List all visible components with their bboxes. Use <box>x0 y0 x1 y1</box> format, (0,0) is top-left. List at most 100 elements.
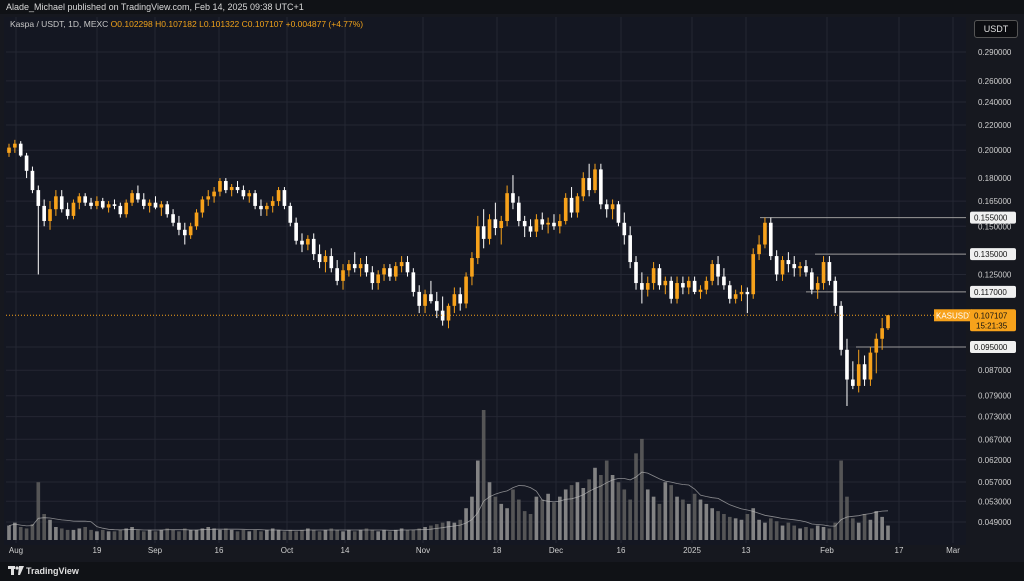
volume-bar <box>153 531 158 540</box>
candle-body <box>65 209 70 216</box>
volume-bar <box>604 460 609 540</box>
candle-body <box>704 280 709 290</box>
candle-body <box>669 280 673 299</box>
volume-bar <box>270 528 275 540</box>
volume-bar <box>862 514 867 540</box>
volume-bar <box>751 508 756 540</box>
candle-body <box>253 193 257 206</box>
x-tick-label: Aug <box>9 546 23 555</box>
candle-body <box>124 202 129 215</box>
candle-body <box>710 264 715 281</box>
candle-body <box>171 214 175 223</box>
y-tick-label: 0.067000 <box>978 435 1012 444</box>
volume-bar <box>317 531 322 540</box>
candle-body <box>399 262 404 267</box>
volume-bar <box>423 527 427 540</box>
candle-body <box>681 283 685 288</box>
candle-body <box>599 169 603 205</box>
volume-bar <box>640 438 644 540</box>
volume-bar <box>528 514 533 540</box>
candle-body <box>194 212 199 227</box>
candlestick-chart[interactable]: 0.290000 0.260000 0.240000 0.220000 0.200000… <box>0 0 1024 562</box>
volume-bar <box>786 522 791 540</box>
volume-bar <box>663 482 668 540</box>
candle-body <box>100 201 105 208</box>
volume-bar <box>48 519 52 540</box>
y-tick-label: 0.165000 <box>978 197 1012 206</box>
y-tick-label: 0.049000 <box>978 518 1012 527</box>
volume-bar <box>300 529 304 540</box>
volume-bar <box>65 529 70 540</box>
currency-button[interactable]: USDT <box>974 20 1018 38</box>
candle-body <box>768 222 773 257</box>
volume-bar <box>124 528 129 540</box>
candle-body <box>54 196 58 210</box>
volume-bar <box>388 531 392 540</box>
candle-body <box>686 280 691 288</box>
volume-bar <box>276 529 281 540</box>
candle-body <box>188 226 193 236</box>
candle-body <box>563 197 568 222</box>
volume-bar <box>188 529 193 540</box>
x-tick-label: 2025 <box>683 546 701 555</box>
volume-bar <box>851 518 855 540</box>
candle-body <box>827 262 832 281</box>
candle-body <box>329 256 334 269</box>
level-price-box <box>970 285 1016 298</box>
candle-body <box>880 328 884 339</box>
candle-body <box>745 291 750 295</box>
candle-body <box>417 291 422 306</box>
candle-body <box>300 240 304 245</box>
volume-bar <box>493 496 498 540</box>
y-tick-label: 0.062000 <box>978 456 1012 465</box>
volume-bar <box>768 518 773 540</box>
candle-body <box>810 272 814 290</box>
candle-body <box>106 204 111 208</box>
volume-bar <box>464 508 468 540</box>
y-tick-label: 0.240000 <box>978 98 1012 107</box>
volume-bar <box>282 531 287 540</box>
volume-bar <box>7 525 11 540</box>
candle-body <box>317 254 322 263</box>
volume-bar <box>675 496 679 540</box>
volume-bar <box>212 528 216 540</box>
candle-body <box>36 190 41 206</box>
level-price-label: 0.155000 <box>974 214 1008 223</box>
volume-bar <box>118 529 123 540</box>
candle-body <box>218 181 222 192</box>
candle-body <box>440 310 445 321</box>
candle-body <box>30 170 35 191</box>
candle-body <box>423 294 427 306</box>
candle-body <box>411 272 416 292</box>
volume-bar <box>839 460 843 540</box>
volume-bar <box>552 502 556 540</box>
volume-bar <box>845 496 849 540</box>
tradingview-brand[interactable]: TradingView <box>26 566 79 576</box>
volume-bar <box>147 529 152 540</box>
volume-bar <box>856 522 861 540</box>
volume-bar <box>716 511 720 540</box>
candle-body <box>804 266 808 273</box>
volume-bar <box>634 453 638 540</box>
level-price-box <box>970 248 1016 261</box>
volume-bar <box>792 525 797 540</box>
volume-bar <box>511 489 515 540</box>
legend-close: C0.107107 <box>241 19 284 29</box>
candle-body <box>716 264 720 277</box>
candle-body <box>874 338 879 353</box>
x-tick-label: Oct <box>281 546 294 555</box>
volume-bar <box>593 467 597 540</box>
candle-body <box>663 280 668 286</box>
candle-body <box>815 283 820 290</box>
candle-body <box>581 178 586 197</box>
tradingview-logo-icon[interactable] <box>8 566 24 577</box>
candle-body <box>206 196 211 200</box>
volume-bar <box>657 503 662 540</box>
candle-body <box>517 202 521 222</box>
volume-bar <box>159 529 164 540</box>
y-tick-label: 0.057000 <box>978 478 1012 487</box>
volume-bar <box>112 531 117 540</box>
y-tick-label: 0.125000 <box>978 270 1012 279</box>
candle-body <box>780 260 785 275</box>
x-tick-label: 14 <box>341 546 350 555</box>
